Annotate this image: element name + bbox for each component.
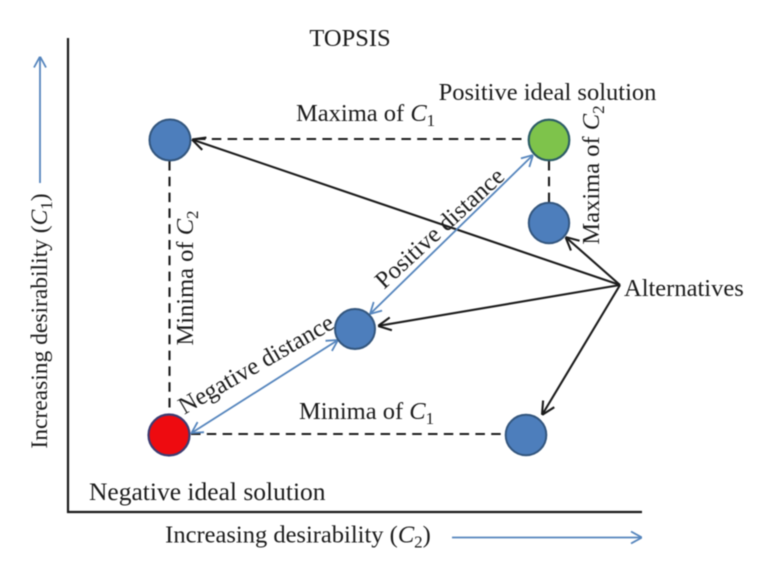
svg-text:Increasing desirability (C2): Increasing desirability (C2) bbox=[165, 522, 431, 552]
svg-text:Maxima of C1: Maxima of C1 bbox=[296, 100, 435, 130]
svg-text:Increasing desirability (C1): Increasing desirability (C1) bbox=[27, 193, 56, 448]
svg-text:Positive ideal solution: Positive ideal solution bbox=[439, 79, 657, 106]
svg-text:Minima of C2: Minima of C2 bbox=[172, 210, 202, 345]
svg-text:Negative ideal solution: Negative ideal solution bbox=[89, 477, 326, 506]
svg-text:TOPSIS: TOPSIS bbox=[309, 25, 390, 52]
svg-text:Alternatives: Alternatives bbox=[624, 275, 744, 302]
svg-text:Maxima of C2: Maxima of C2 bbox=[578, 105, 608, 244]
svg-text:Minima of C1: Minima of C1 bbox=[299, 398, 434, 428]
